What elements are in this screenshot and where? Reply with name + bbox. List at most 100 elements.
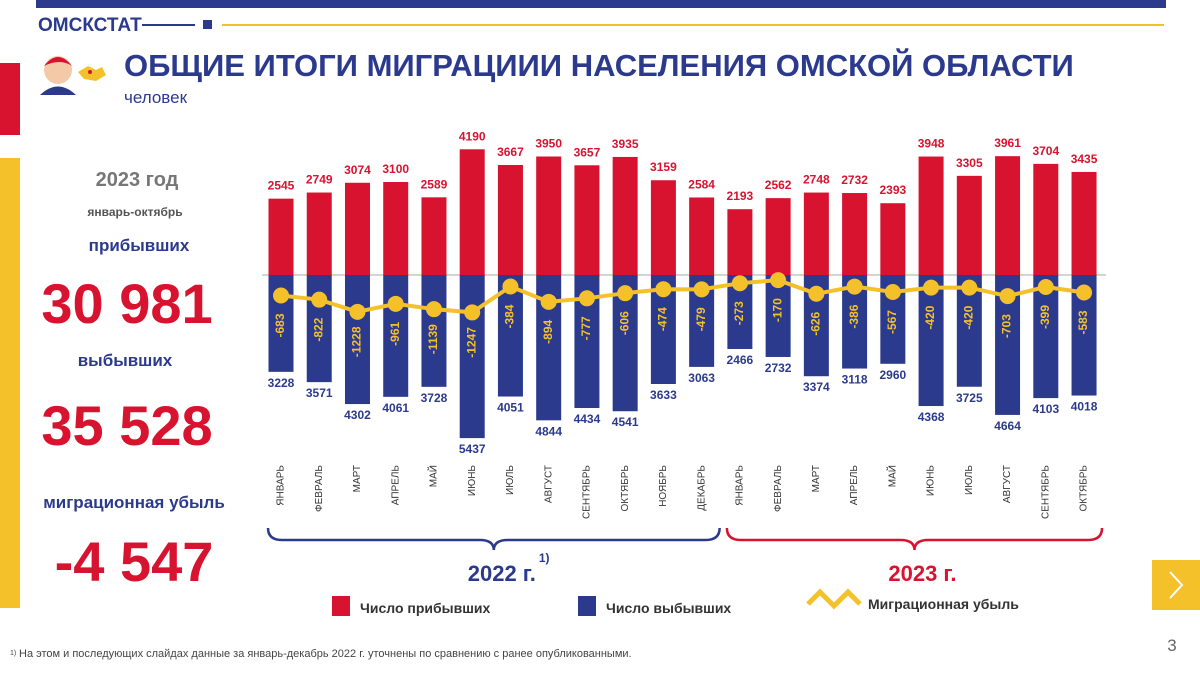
data-label: -384 xyxy=(503,304,517,328)
bar xyxy=(344,182,370,275)
bar xyxy=(918,156,944,275)
data-label: 3935 xyxy=(612,137,639,151)
legend-label: Число выбывших xyxy=(606,600,731,616)
data-label: -567 xyxy=(885,310,899,334)
data-label: 4103 xyxy=(1032,402,1059,416)
x-tick-label: ОКТЯБРЬ xyxy=(1079,465,1090,512)
title: ОБЩИЕ ИТОГИ МИГРАЦИИИ НАСЕЛЕНИЯ ОМСКОЙ О… xyxy=(124,47,1074,83)
data-label: 3074 xyxy=(344,163,371,177)
data-label: 4190 xyxy=(459,129,486,143)
data-label: -479 xyxy=(694,307,708,331)
data-label: 3118 xyxy=(842,373,868,387)
data-label: 3305 xyxy=(956,156,983,170)
data-label: -1139 xyxy=(426,324,440,354)
point xyxy=(693,281,710,298)
data-label: -961 xyxy=(388,322,402,346)
point xyxy=(617,285,634,302)
bar xyxy=(421,197,447,275)
data-label: 3961 xyxy=(994,136,1021,150)
data-label: 4434 xyxy=(574,412,601,426)
data-label: -894 xyxy=(541,319,555,343)
point xyxy=(1037,278,1054,295)
legend-swatch xyxy=(806,588,862,610)
data-label: 3950 xyxy=(535,137,562,151)
data-label: -474 xyxy=(656,307,670,331)
point xyxy=(1076,284,1093,301)
data-label: 3657 xyxy=(574,145,601,159)
bar xyxy=(803,192,829,275)
x-tick-label: ЯНВАРЬ xyxy=(276,465,287,506)
data-label: -273 xyxy=(732,301,746,325)
data-label: 5437 xyxy=(459,442,486,456)
x-tick-label: АВГУСТ xyxy=(1002,465,1013,503)
data-label: -822 xyxy=(311,317,325,341)
x-tick-label: ИЮЛЬ xyxy=(964,465,975,495)
bar xyxy=(689,197,715,275)
data-label: -420 xyxy=(923,305,937,329)
x-tick-label: МАЙ xyxy=(427,465,440,487)
summary-label: миграционная убыль xyxy=(43,493,225,512)
data-label: -1228 xyxy=(350,326,364,357)
point xyxy=(273,287,289,304)
legend-label: Миграционная убыль xyxy=(868,596,1019,612)
point xyxy=(387,295,404,312)
bar xyxy=(1033,163,1059,275)
x-tick-label: ДЕКАБРЬ xyxy=(696,465,707,511)
logo: ОМСКСТАТ xyxy=(38,15,142,36)
data-label: 3063 xyxy=(688,371,715,385)
point xyxy=(502,278,519,295)
summary-period: январь-октябрь xyxy=(87,205,182,219)
chevron xyxy=(1169,571,1184,599)
group-label: 2022 г. xyxy=(468,561,536,586)
data-label: 2748 xyxy=(803,173,830,187)
data-label: 3725 xyxy=(956,391,983,405)
x-tick-label: НОЯБРЬ xyxy=(658,465,669,507)
data-label: -170 xyxy=(770,298,784,322)
bar xyxy=(383,275,409,397)
bar xyxy=(1033,275,1059,399)
legend-swatch xyxy=(332,596,350,616)
bar xyxy=(1071,171,1097,275)
data-label: 2193 xyxy=(727,189,754,203)
data-label: 3704 xyxy=(1032,144,1059,158)
point xyxy=(464,304,481,321)
bar xyxy=(650,180,676,275)
data-label: 2562 xyxy=(765,178,792,192)
data-label: -703 xyxy=(1000,314,1014,338)
bar xyxy=(268,198,294,275)
bar xyxy=(421,275,447,387)
bar xyxy=(383,182,409,275)
point xyxy=(770,272,787,289)
summary-value: -4 547 xyxy=(55,530,214,593)
bar xyxy=(880,203,906,275)
data-label: -777 xyxy=(579,316,593,340)
data-label: -386 xyxy=(847,304,861,328)
data-label: 4541 xyxy=(612,415,639,429)
x-tick-label: АВГУСТ xyxy=(543,465,554,503)
data-label: 4051 xyxy=(497,401,524,415)
x-tick-label: ИЮНЬ xyxy=(926,465,937,497)
data-label: 2732 xyxy=(765,361,792,375)
data-label: 2393 xyxy=(879,183,906,197)
data-label: -626 xyxy=(809,311,823,335)
next-button[interactable] xyxy=(1152,560,1200,610)
x-tick-label: ФЕВРАЛЬ xyxy=(314,465,325,512)
bar xyxy=(574,165,600,275)
data-label: -606 xyxy=(617,311,631,335)
data-label: 3571 xyxy=(306,386,333,400)
data-label: 4061 xyxy=(382,401,409,415)
data-label: 3667 xyxy=(497,145,524,159)
rule-square xyxy=(203,20,212,29)
data-label: -583 xyxy=(1076,310,1090,334)
page-number: 3 xyxy=(1167,636,1176,655)
footnote-marker: 1) xyxy=(10,650,16,657)
point xyxy=(655,281,672,298)
summary-value: 35 528 xyxy=(41,394,212,457)
data-label: 4844 xyxy=(535,424,562,438)
data-label: -683 xyxy=(273,313,287,337)
data-label: 4302 xyxy=(344,408,371,422)
point xyxy=(311,291,328,308)
icon xyxy=(40,56,106,95)
data-label: 3159 xyxy=(650,160,677,174)
